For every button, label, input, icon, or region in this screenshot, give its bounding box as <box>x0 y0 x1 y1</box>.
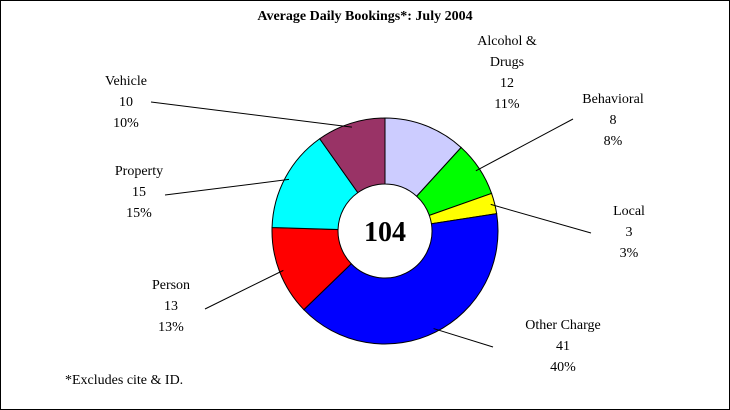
donut-slice <box>319 117 386 194</box>
value-label: 10 <box>119 95 133 110</box>
donut-slice <box>303 213 499 345</box>
slice-label: Other Charge 41 40% <box>523 315 603 378</box>
percent-label: 8% <box>603 134 623 149</box>
value-label: 13 <box>164 299 178 314</box>
category-label: Property <box>114 164 164 179</box>
chart-title: Average Daily Bookings*: July 2004 <box>257 9 473 24</box>
percent-label: 10% <box>113 116 139 131</box>
category-label: Person <box>151 278 191 293</box>
leader-line <box>204 269 284 310</box>
percent-label: 40% <box>550 360 576 375</box>
slice-label: Vehicle 10 10% <box>86 71 166 134</box>
category-label: Alcohol & Drugs <box>477 34 537 70</box>
footnote: *Excludes cite & ID. <box>65 373 184 388</box>
leader-line <box>164 178 290 196</box>
center-label: 104 <box>364 217 406 248</box>
category-label: Behavioral <box>582 92 644 107</box>
value-label: 41 <box>556 339 570 354</box>
value-label: 8 <box>609 113 617 128</box>
slice-label: Alcohol & Drugs 12 11% <box>467 31 547 115</box>
slice-label: Property 15 15% <box>99 161 179 224</box>
value-label: 15 <box>132 185 146 200</box>
category-label: Other Charge <box>525 318 601 333</box>
category-label: Local <box>613 204 645 219</box>
percent-label: 3% <box>619 246 639 261</box>
leader-line <box>475 118 574 172</box>
leader-line <box>490 203 592 234</box>
percent-label: 11% <box>494 97 520 112</box>
percent-label: 13% <box>158 320 184 335</box>
leader-line <box>150 101 353 128</box>
value-label: 3 <box>625 225 633 240</box>
category-label: Vehicle <box>105 74 147 89</box>
leader-line <box>433 328 494 348</box>
slice-label: Behavioral 8 8% <box>573 89 653 152</box>
value-label: 12 <box>500 76 514 91</box>
percent-label: 15% <box>126 206 152 221</box>
slice-label: Local 3 3% <box>589 201 669 264</box>
slice-label: Person 13 13% <box>131 275 211 338</box>
